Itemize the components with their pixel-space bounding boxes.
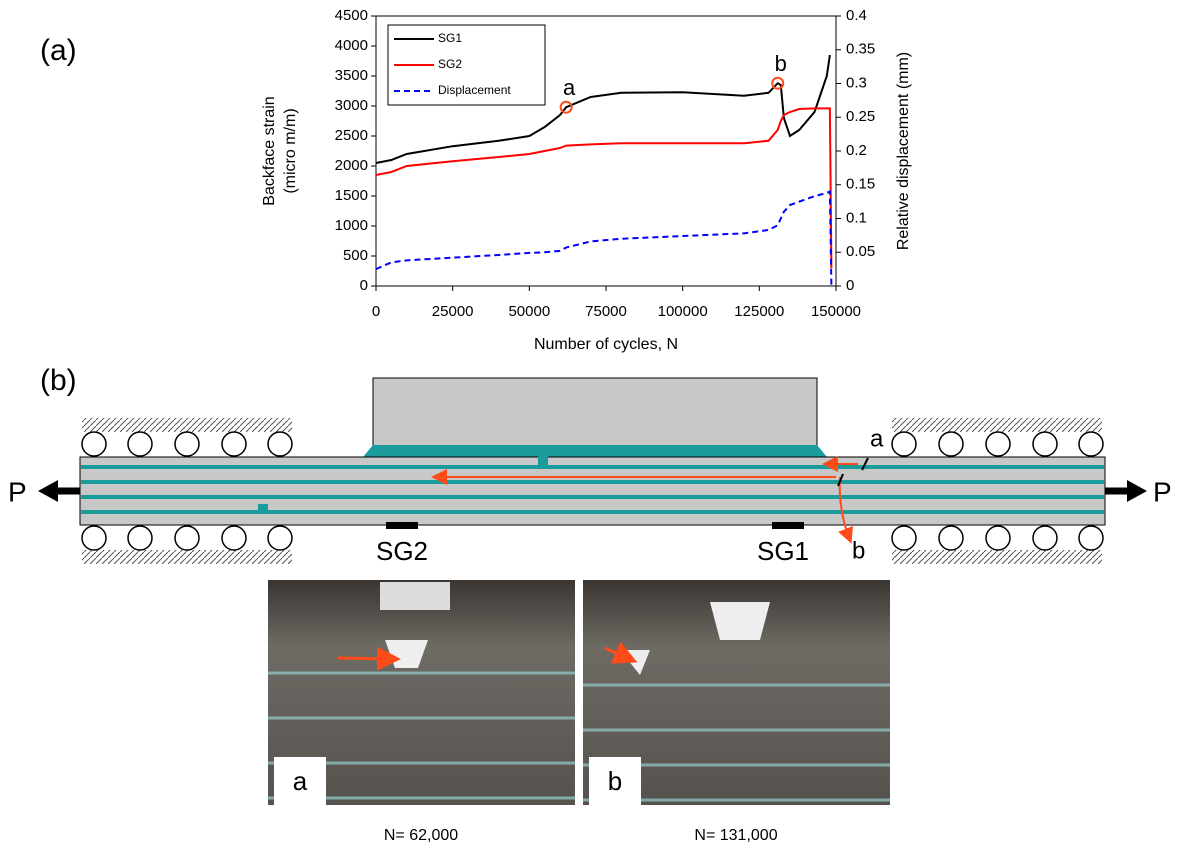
x-tick-label: 50000: [508, 303, 550, 320]
y2-axis-label: Relative displacement (mm): [895, 52, 912, 250]
panel-label: (b): [40, 364, 77, 397]
y2-tick-label: 0.15: [846, 176, 875, 193]
y2-tick-label: 0.35: [846, 41, 875, 58]
gauge-label: SG2: [376, 536, 428, 566]
series-line: [375, 189, 833, 287]
y-tick-label: 3500: [335, 67, 368, 84]
y2-tick-label: 0.3: [846, 74, 867, 91]
y-tick-label: 0: [360, 277, 368, 294]
y-axis-label: (micro m/m): [282, 108, 299, 193]
load-label: P: [8, 476, 27, 507]
gauge-label: SG1: [757, 536, 809, 566]
photo-label: b: [608, 766, 622, 796]
photo-caption: N= 62,000: [384, 827, 458, 844]
y-tick-label: 3000: [335, 97, 368, 114]
series-line: [375, 107, 833, 269]
photo-caption: N= 131,000: [694, 827, 777, 844]
annotation-label: b: [775, 51, 787, 76]
annotation-label: a: [563, 75, 576, 100]
y-tick-label: 2500: [335, 127, 368, 144]
legend-label: SG2: [438, 57, 462, 71]
y-tick-label: 4000: [335, 37, 368, 54]
y2-tick-label: 0.2: [846, 142, 867, 159]
y2-tick-label: 0.4: [846, 7, 867, 24]
y2-tick-label: 0: [846, 277, 854, 294]
series-line: [375, 54, 831, 164]
legend-label: Displacement: [438, 83, 511, 97]
y2-tick-label: 0.25: [846, 108, 875, 125]
annotation-marker: [559, 100, 573, 114]
x-tick-label: 100000: [658, 303, 708, 320]
x-tick-label: 0: [372, 303, 380, 320]
x-axis-label: Number of cycles, N: [534, 336, 678, 353]
y2-tick-label: 0.05: [846, 243, 875, 260]
load-label: P: [1153, 476, 1172, 507]
x-tick-label: 150000: [811, 303, 861, 320]
photo: b N= 131,000: [583, 580, 890, 844]
y-tick-label: 500: [343, 247, 368, 264]
y-tick-label: 2000: [335, 157, 368, 174]
photo-label: a: [293, 766, 308, 796]
y-tick-label: 1000: [335, 217, 368, 234]
crack-label: a: [870, 425, 884, 452]
specimen-diagram: a b P P SG2 SG1: [8, 377, 1172, 566]
y2-tick-label: 0.1: [846, 209, 867, 226]
x-tick-label: 25000: [432, 303, 474, 320]
x-tick-label: 75000: [585, 303, 627, 320]
x-tick-label: 125000: [734, 303, 784, 320]
y-tick-label: 1500: [335, 187, 368, 204]
y-tick-label: 4500: [335, 7, 368, 24]
legend-label: SG1: [438, 31, 462, 45]
photo: a N= 62,000: [268, 580, 575, 844]
panel-label: (a): [40, 34, 77, 67]
crack-label: b: [852, 537, 865, 564]
annotation-marker: [771, 76, 785, 90]
y-axis-label: Backface strain: [261, 96, 278, 205]
